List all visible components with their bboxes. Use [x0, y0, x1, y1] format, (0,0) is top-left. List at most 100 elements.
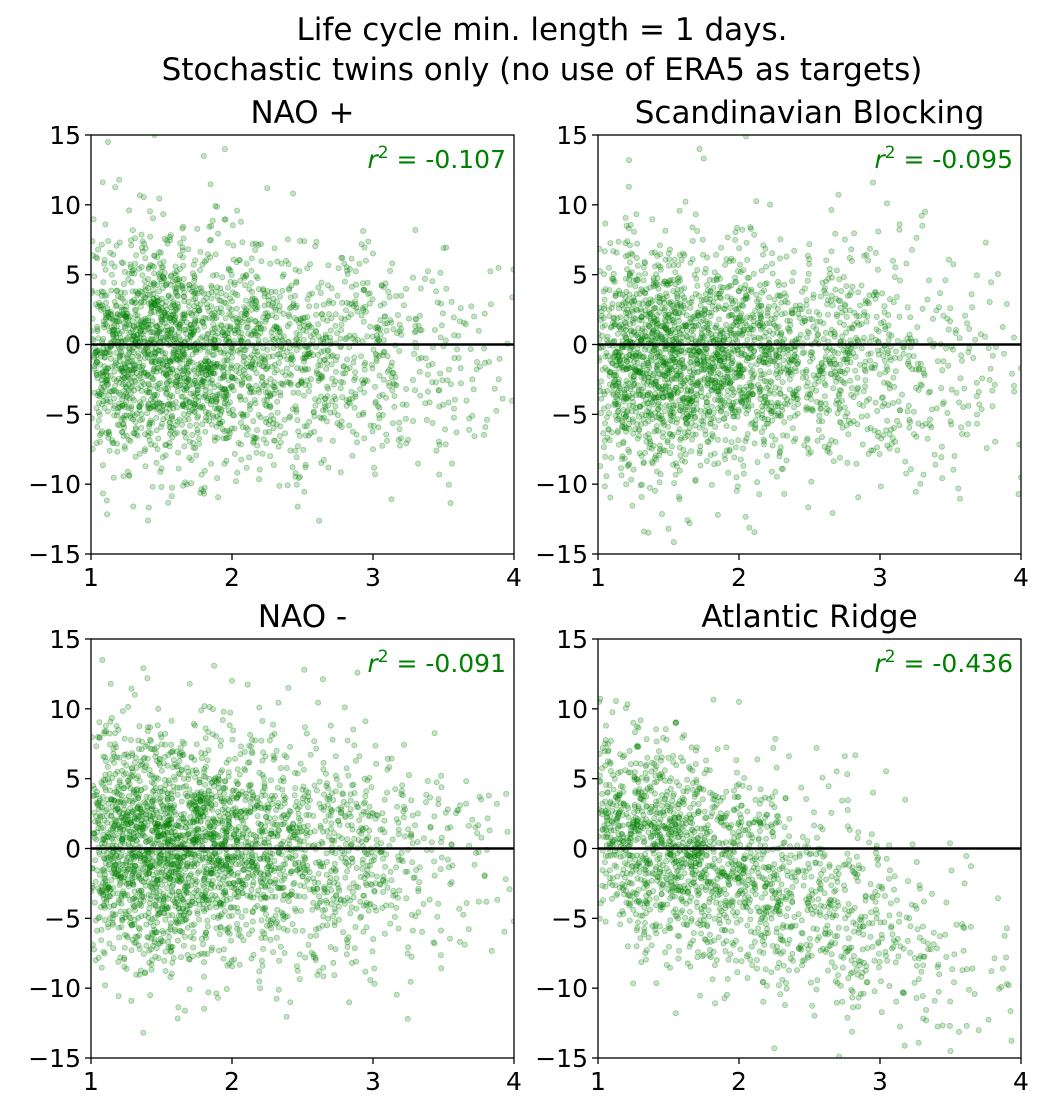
data-point: [987, 365, 994, 372]
data-point: [199, 369, 206, 376]
data-point: [266, 404, 273, 411]
data-point: [728, 385, 735, 392]
data-point: [735, 437, 742, 444]
data-point: [836, 276, 843, 283]
data-point: [933, 307, 940, 314]
data-point: [457, 305, 464, 312]
data-point: [157, 380, 164, 387]
data-point: [114, 287, 121, 294]
data-point: [317, 362, 324, 369]
data-point: [285, 286, 292, 293]
data-point: [440, 401, 447, 408]
data-point: [616, 383, 623, 390]
data-point: [105, 314, 112, 321]
data-point: [629, 502, 636, 509]
data-point: [292, 304, 299, 311]
data-point: [175, 303, 182, 310]
data-point: [254, 442, 261, 449]
data-point: [154, 385, 161, 392]
data-point: [211, 384, 218, 391]
data-point: [854, 385, 861, 392]
data-point: [199, 361, 206, 368]
data-point: [155, 435, 162, 442]
data-point: [125, 436, 132, 443]
data-point: [114, 421, 121, 428]
data-point: [317, 337, 324, 344]
data-point: [707, 435, 714, 442]
data-point: [200, 314, 207, 321]
data-point: [192, 349, 199, 356]
data-point: [255, 337, 262, 344]
data-point: [740, 445, 747, 452]
data-point: [148, 336, 155, 343]
data-point: [436, 387, 443, 394]
data-point: [169, 484, 176, 491]
data-point: [126, 472, 133, 479]
data-point: [296, 319, 303, 326]
data-point: [795, 400, 802, 407]
data-point: [208, 282, 215, 289]
data-point: [170, 308, 177, 315]
data-point: [152, 403, 159, 410]
data-point: [416, 312, 423, 319]
data-point: [170, 357, 177, 364]
data-point: [281, 416, 288, 423]
data-point: [672, 460, 679, 467]
data-point: [293, 278, 300, 285]
data-point: [840, 273, 847, 280]
data-point: [192, 373, 199, 380]
data-point: [866, 395, 873, 402]
data-point: [208, 303, 215, 310]
data-point: [698, 310, 705, 317]
data-point: [260, 344, 267, 351]
data-point: [667, 392, 674, 399]
data-point: [836, 454, 843, 461]
data-point: [712, 396, 719, 403]
data-point: [735, 408, 742, 415]
data-point: [277, 389, 284, 396]
data-point: [360, 286, 367, 293]
data-point: [191, 277, 198, 284]
data-point: [716, 354, 723, 361]
data-point: [176, 321, 183, 328]
data-point: [216, 415, 223, 422]
data-point: [243, 324, 250, 331]
data-point: [216, 390, 223, 397]
data-point: [745, 406, 752, 413]
data-point: [219, 374, 226, 381]
data-point: [109, 363, 116, 370]
data-point: [222, 216, 229, 223]
data-point: [94, 375, 101, 382]
data-point: [404, 436, 411, 443]
data-point: [269, 353, 276, 360]
scatter-points: [598, 135, 1021, 546]
data-point: [100, 279, 107, 286]
data-point: [233, 259, 240, 266]
data-point: [630, 277, 637, 284]
data-point: [163, 389, 170, 396]
data-point: [329, 437, 336, 444]
data-point: [749, 390, 756, 397]
data-point: [388, 374, 395, 381]
data-point: [723, 321, 730, 328]
data-point: [166, 378, 173, 385]
data-point: [384, 437, 391, 444]
data-point: [114, 318, 121, 325]
data-point: [639, 300, 646, 307]
data-point: [944, 409, 951, 416]
data-point: [703, 318, 710, 325]
data-point: [277, 354, 284, 361]
data-point: [213, 399, 220, 406]
data-point: [201, 467, 208, 474]
data-point: [656, 385, 663, 392]
data-point: [150, 295, 157, 302]
data-point: [312, 328, 319, 335]
data-point: [382, 280, 389, 287]
data-point: [437, 334, 444, 341]
data-point: [127, 261, 134, 268]
data-point: [238, 329, 245, 336]
data-point: [745, 390, 752, 397]
data-point: [668, 327, 675, 334]
data-point: [334, 412, 341, 419]
data-point: [197, 346, 204, 353]
